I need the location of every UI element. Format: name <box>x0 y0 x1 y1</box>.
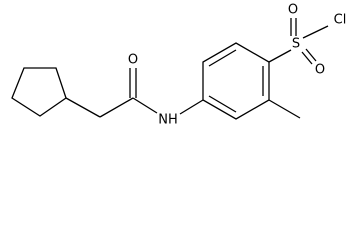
atom-label: O <box>128 53 138 68</box>
cyclopentane-ring <box>11 67 67 117</box>
bond <box>268 49 292 63</box>
atom-label: S <box>292 37 300 52</box>
bond <box>305 48 317 62</box>
bond <box>301 51 313 65</box>
benzene-ring <box>202 42 270 120</box>
atom-label: O <box>288 3 298 18</box>
atom-label: NH <box>158 113 178 128</box>
atom-label: O <box>315 63 325 78</box>
bond <box>65 97 101 118</box>
bond <box>179 99 204 115</box>
aromatic-bond <box>208 49 237 67</box>
atom-label: Cl <box>334 13 347 28</box>
bond <box>132 97 158 114</box>
bond <box>268 99 301 119</box>
structure-diagram: O NH S O O Cl <box>11 3 347 128</box>
bond <box>99 97 134 118</box>
aromatic-bond <box>208 95 237 113</box>
bond <box>302 25 329 39</box>
